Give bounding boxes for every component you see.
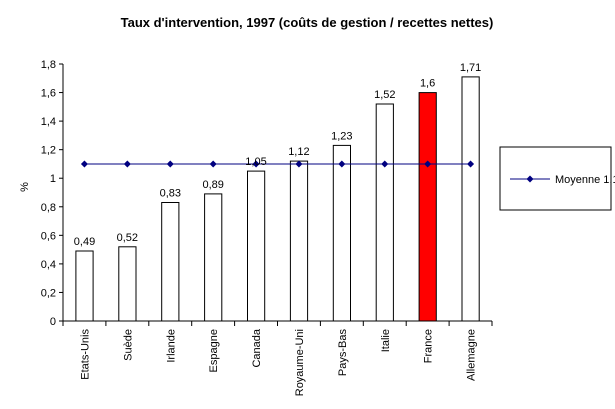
x-tick-label-0: Etats-Unis [80, 329, 92, 380]
data-label-7: 1,52 [374, 89, 395, 101]
data-label-4: 1,05 [245, 156, 266, 168]
data-label-8: 1,6 [420, 78, 435, 90]
chart-title: Taux d'intervention, 1997 (coûts de gest… [121, 15, 494, 30]
y-tick-label-6: 1,2 [41, 145, 56, 157]
x-tick-label-5: Royaume-Uni [294, 329, 306, 396]
y-tick-label-5: 1 [50, 173, 56, 185]
reference-marker-1 [123, 160, 131, 168]
reference-marker-5 [295, 160, 303, 168]
y-tick-label-7: 1,4 [41, 116, 56, 128]
x-tick-label-7: Italie [380, 329, 392, 352]
bar-9 [461, 76, 480, 322]
reference-marker-7 [381, 160, 389, 168]
reference-marker-8 [424, 160, 432, 168]
reference-marker-9 [467, 160, 475, 168]
data-label-2: 0,83 [160, 188, 181, 200]
reference-marker-4 [252, 160, 260, 168]
y-tick-label-4: 0,8 [41, 202, 56, 214]
bar-1 [118, 246, 137, 322]
y-tick-label-0: 0 [50, 316, 56, 328]
legend-marker-diamond [526, 175, 534, 183]
reference-marker-6 [338, 160, 346, 168]
x-tick-label-4: Canada [251, 328, 263, 367]
bar-8 [418, 92, 437, 322]
data-label-6: 1,23 [331, 130, 352, 142]
x-tick-label-3: Espagne [208, 329, 220, 372]
bar-0 [75, 250, 94, 322]
reference-marker-3 [209, 160, 217, 168]
y-tick-label-1: 0,2 [41, 287, 56, 299]
data-label-1: 0,52 [117, 232, 138, 244]
x-tick-label-9: Allemagne [466, 329, 478, 381]
bar-7 [375, 103, 394, 322]
legend-label: Moyenne 1,1 [555, 174, 615, 186]
data-label-0: 0,49 [74, 236, 95, 248]
bar-3 [204, 193, 223, 322]
bar-2 [161, 202, 180, 322]
data-label-5: 1,12 [288, 146, 309, 158]
data-label-3: 0,89 [202, 179, 223, 191]
y-tick-label-2: 0,4 [41, 259, 56, 271]
legend: Moyenne 1,1 [499, 146, 615, 211]
y-tick-label-8: 1,6 [41, 88, 56, 100]
y-axis-label: % [19, 182, 31, 192]
x-tick-label-6: Pays-Bas [337, 329, 349, 377]
bar-6 [332, 144, 351, 322]
plot-area: 0 0,2 0,4 0,6 0,8 1 1,2 1,4 1,6 1,8 Etats-Unis Suèd… [41, 59, 493, 396]
x-tick-label-2: Irlande [165, 329, 177, 363]
data-label-9: 1,71 [460, 62, 481, 74]
reference-marker-2 [166, 160, 174, 168]
y-tick-label-9: 1,8 [41, 59, 56, 71]
bar-5 [289, 160, 309, 322]
bar-4 [247, 170, 266, 322]
y-tick-label-3: 0,6 [41, 230, 56, 242]
x-tick-label-8: France [423, 329, 435, 363]
reference-marker-0 [80, 160, 88, 168]
x-tick-label-1: Suède [122, 329, 134, 361]
